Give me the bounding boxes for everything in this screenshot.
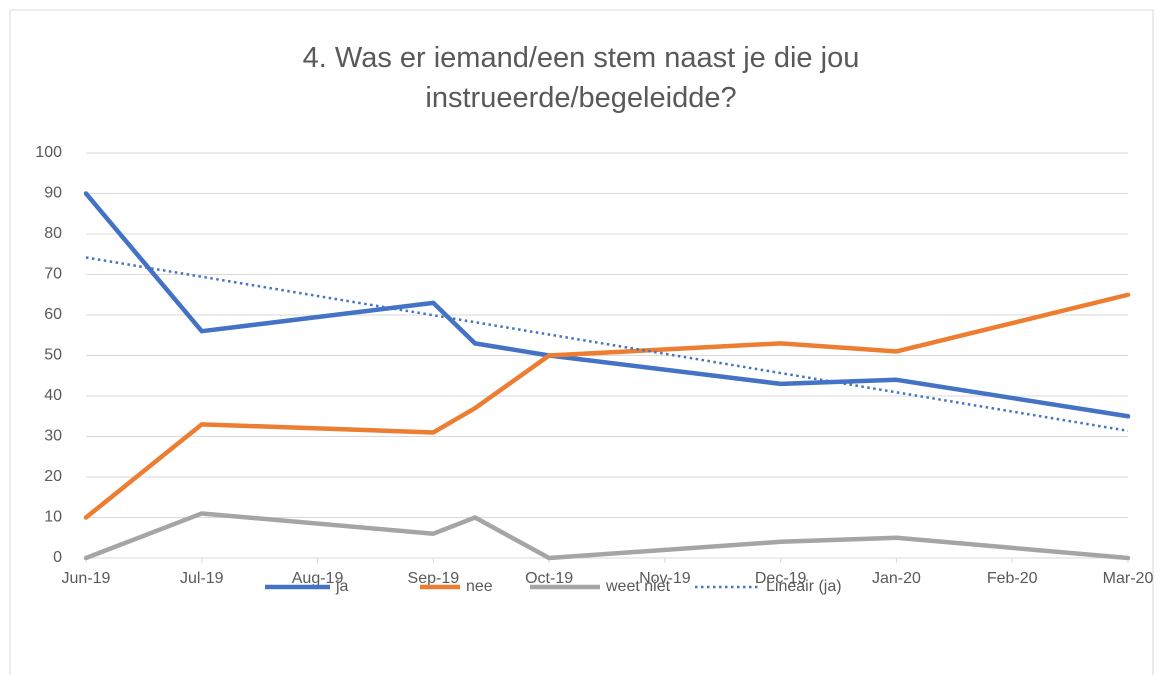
line	[83, 292, 1131, 520]
y-tick-label: 0	[53, 549, 62, 566]
y-tick-label: 90	[44, 185, 62, 202]
legend-label: ja	[335, 578, 349, 595]
line	[83, 191, 1131, 419]
trend-line	[85, 256, 1129, 433]
x-tick-label: Mar-20	[1103, 570, 1154, 587]
y-tick-label: 100	[35, 144, 62, 161]
x-tick-label: Jul-19	[180, 570, 224, 587]
y-tick-label: 40	[44, 387, 62, 404]
x-tick-label: Jan-20	[872, 570, 921, 587]
chart-border	[9, 9, 1154, 675]
y-tick-label: 80	[44, 225, 62, 242]
legend-label: nee	[466, 578, 493, 595]
x-tick-label: Nov-19	[639, 570, 691, 587]
y-tick-label: 10	[44, 509, 62, 526]
y-tick-label: 30	[44, 428, 62, 445]
y-tick-label: 20	[44, 468, 62, 485]
x-tick-label: Jun-19	[62, 570, 111, 587]
x-tick-label: Oct-19	[525, 570, 573, 587]
chart-title: 4. Was er iemand/een stem naast je die j…	[302, 42, 860, 114]
x-tick-label: Aug-19	[292, 570, 344, 587]
x-tick-label: Sep-19	[408, 570, 460, 587]
legend-label: Lineair (ja)	[766, 578, 842, 595]
y-tick-label: 70	[44, 266, 62, 283]
line	[83, 511, 1131, 561]
legend-label: weet niet	[605, 578, 671, 595]
y-tick-label: 50	[44, 347, 62, 364]
x-tick-label: Feb-20	[987, 570, 1038, 587]
y-tick-label: 60	[44, 306, 62, 323]
x-tick-label: Dec-19	[755, 570, 807, 587]
